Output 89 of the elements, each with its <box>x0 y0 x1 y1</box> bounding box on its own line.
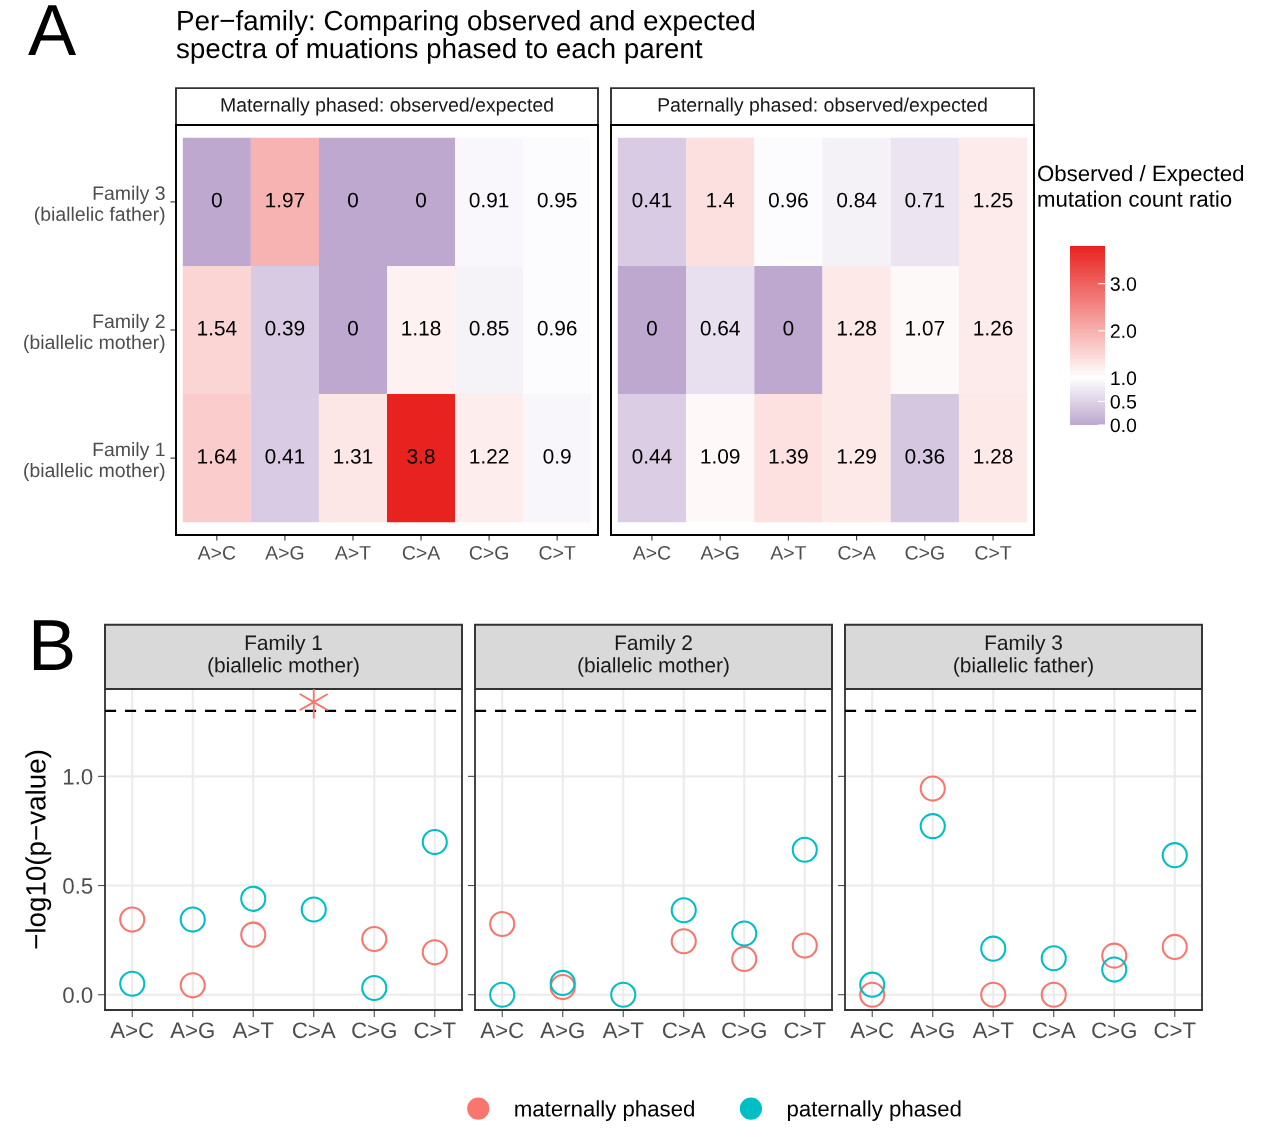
data-label: 0.39 <box>265 320 305 336</box>
x-tick-label: A>C <box>850 1022 894 1039</box>
chart-title: Family 3 (biallelic father) <box>954 634 1093 677</box>
chart-subtitle: Paternally phased: observed/expected <box>658 97 987 116</box>
x-tick-label: A>T <box>232 1022 274 1038</box>
x-tick-label: A>T <box>334 546 371 560</box>
x-tick-label: C>T <box>784 1022 826 1039</box>
data-label: 0 <box>783 320 794 336</box>
text: B <box>33 620 73 671</box>
data-label: 0.71 <box>905 192 945 208</box>
data-label: 0.41 <box>265 448 305 464</box>
data-label: 1.31 <box>334 448 373 464</box>
chart-title: Family 1 (biallelic mother) <box>208 634 359 677</box>
data-label: 1.97 <box>266 192 305 208</box>
data-label: 1.28 <box>837 320 876 336</box>
x-tick-label: C>G <box>722 1022 766 1039</box>
data-label: 0.96 <box>537 320 577 336</box>
x-tick-label: C>T <box>539 545 576 560</box>
y-tick-label: Family 1 (biallelic mother) <box>24 442 165 482</box>
data-label: 0 <box>211 192 222 208</box>
data-label: 0 <box>347 320 358 336</box>
x-tick-label: C>A <box>292 1022 336 1039</box>
legend-label: maternally phased <box>515 1100 694 1121</box>
data-label: 0.44 <box>632 448 672 464</box>
x-tick-label: A>G <box>910 1022 954 1039</box>
y-tick-label: 0.5 <box>63 878 93 894</box>
data-label: 0.91 <box>469 192 509 208</box>
data-label: 0 <box>646 320 657 336</box>
data-label: 1.54 <box>198 321 237 336</box>
x-tick-label: C>T <box>975 545 1012 560</box>
y-tick-label: 0.0 <box>63 987 93 1003</box>
x-tick-label: C>G <box>352 1022 396 1039</box>
data-label: 1.26 <box>974 320 1013 336</box>
x-tick-label: C>G <box>1092 1022 1136 1039</box>
data-label: 0.9 <box>543 448 571 464</box>
y-axis-title: −log10(p−value) <box>25 750 52 949</box>
data-label: 0 <box>347 192 358 208</box>
x-tick-label: A>T <box>972 1022 1014 1038</box>
data-label: 0.84 <box>837 192 877 208</box>
x-tick-label: A>C <box>197 545 236 560</box>
x-tick-label: A>C <box>480 1022 524 1039</box>
x-tick-label: A>G <box>265 545 304 560</box>
data-label: 1.07 <box>906 320 945 336</box>
x-tick-label: A>C <box>632 545 671 560</box>
x-tick-label: A>T <box>602 1022 644 1038</box>
x-tick-label: C>G <box>905 545 944 560</box>
data-label: 1.64 <box>198 448 237 464</box>
data-label: 0.64 <box>700 320 740 336</box>
x-tick-label: C>A <box>838 545 876 560</box>
x-tick-label: C>A <box>1032 1022 1076 1039</box>
x-tick-label: C>A <box>402 545 441 560</box>
data-label: 1.09 <box>701 448 740 464</box>
legend-label: paternally phased <box>787 1100 961 1121</box>
color-bar-label: 2.0 <box>1110 324 1137 339</box>
data-label: 0.95 <box>537 192 577 208</box>
x-tick-label: A>G <box>170 1022 214 1039</box>
data-label: 0.41 <box>632 192 672 208</box>
chart-title: Per−family: Comparing observed and expected spectra of muations phased to each parent <box>176 10 754 64</box>
data-label: 3.8 <box>407 448 435 464</box>
data-label: 1.29 <box>837 448 876 464</box>
x-tick-label: A>C <box>110 1022 154 1039</box>
y-tick-label: 1.0 <box>64 768 93 785</box>
data-label: 0.96 <box>768 192 808 208</box>
data-label: 1.25 <box>974 192 1013 208</box>
text: A <box>28 5 77 56</box>
data-label: 1.22 <box>470 448 509 464</box>
x-tick-label: C>G <box>469 545 508 560</box>
color-bar-label: 0.5 <box>1110 394 1137 409</box>
chart-subtitle: Maternally phased: observed/expected <box>221 97 553 116</box>
data-label: 1.39 <box>769 448 808 464</box>
data-label: 1.4 <box>707 192 735 208</box>
color-bar-title: Observed / Expected mutation count ratio <box>1038 165 1244 207</box>
color-bar-label: 1.0 <box>1111 371 1137 386</box>
x-tick-label: C>A <box>662 1022 706 1039</box>
x-tick-label: C>T <box>414 1022 456 1039</box>
color-bar-label: 0.0 <box>1110 418 1137 433</box>
y-tick-label: Family 2 (biallelic mother) <box>24 313 165 353</box>
data-label: 0 <box>416 192 427 208</box>
chart-title: Family 2 (biallelic mother) <box>578 634 729 677</box>
data-label: 1.18 <box>402 320 441 336</box>
x-tick-label: C>T <box>1154 1022 1196 1039</box>
y-tick-label: Family 3 (biallelic father) <box>34 185 165 225</box>
color-bar-label: 3.0 <box>1110 277 1137 291</box>
x-tick-label: A>G <box>700 545 739 560</box>
data-label: 0.85 <box>469 320 509 336</box>
data-label: 0.36 <box>905 448 945 464</box>
data-label: 1.28 <box>974 448 1013 464</box>
x-tick-label: A>G <box>540 1022 584 1039</box>
x-tick-label: A>T <box>770 546 807 560</box>
